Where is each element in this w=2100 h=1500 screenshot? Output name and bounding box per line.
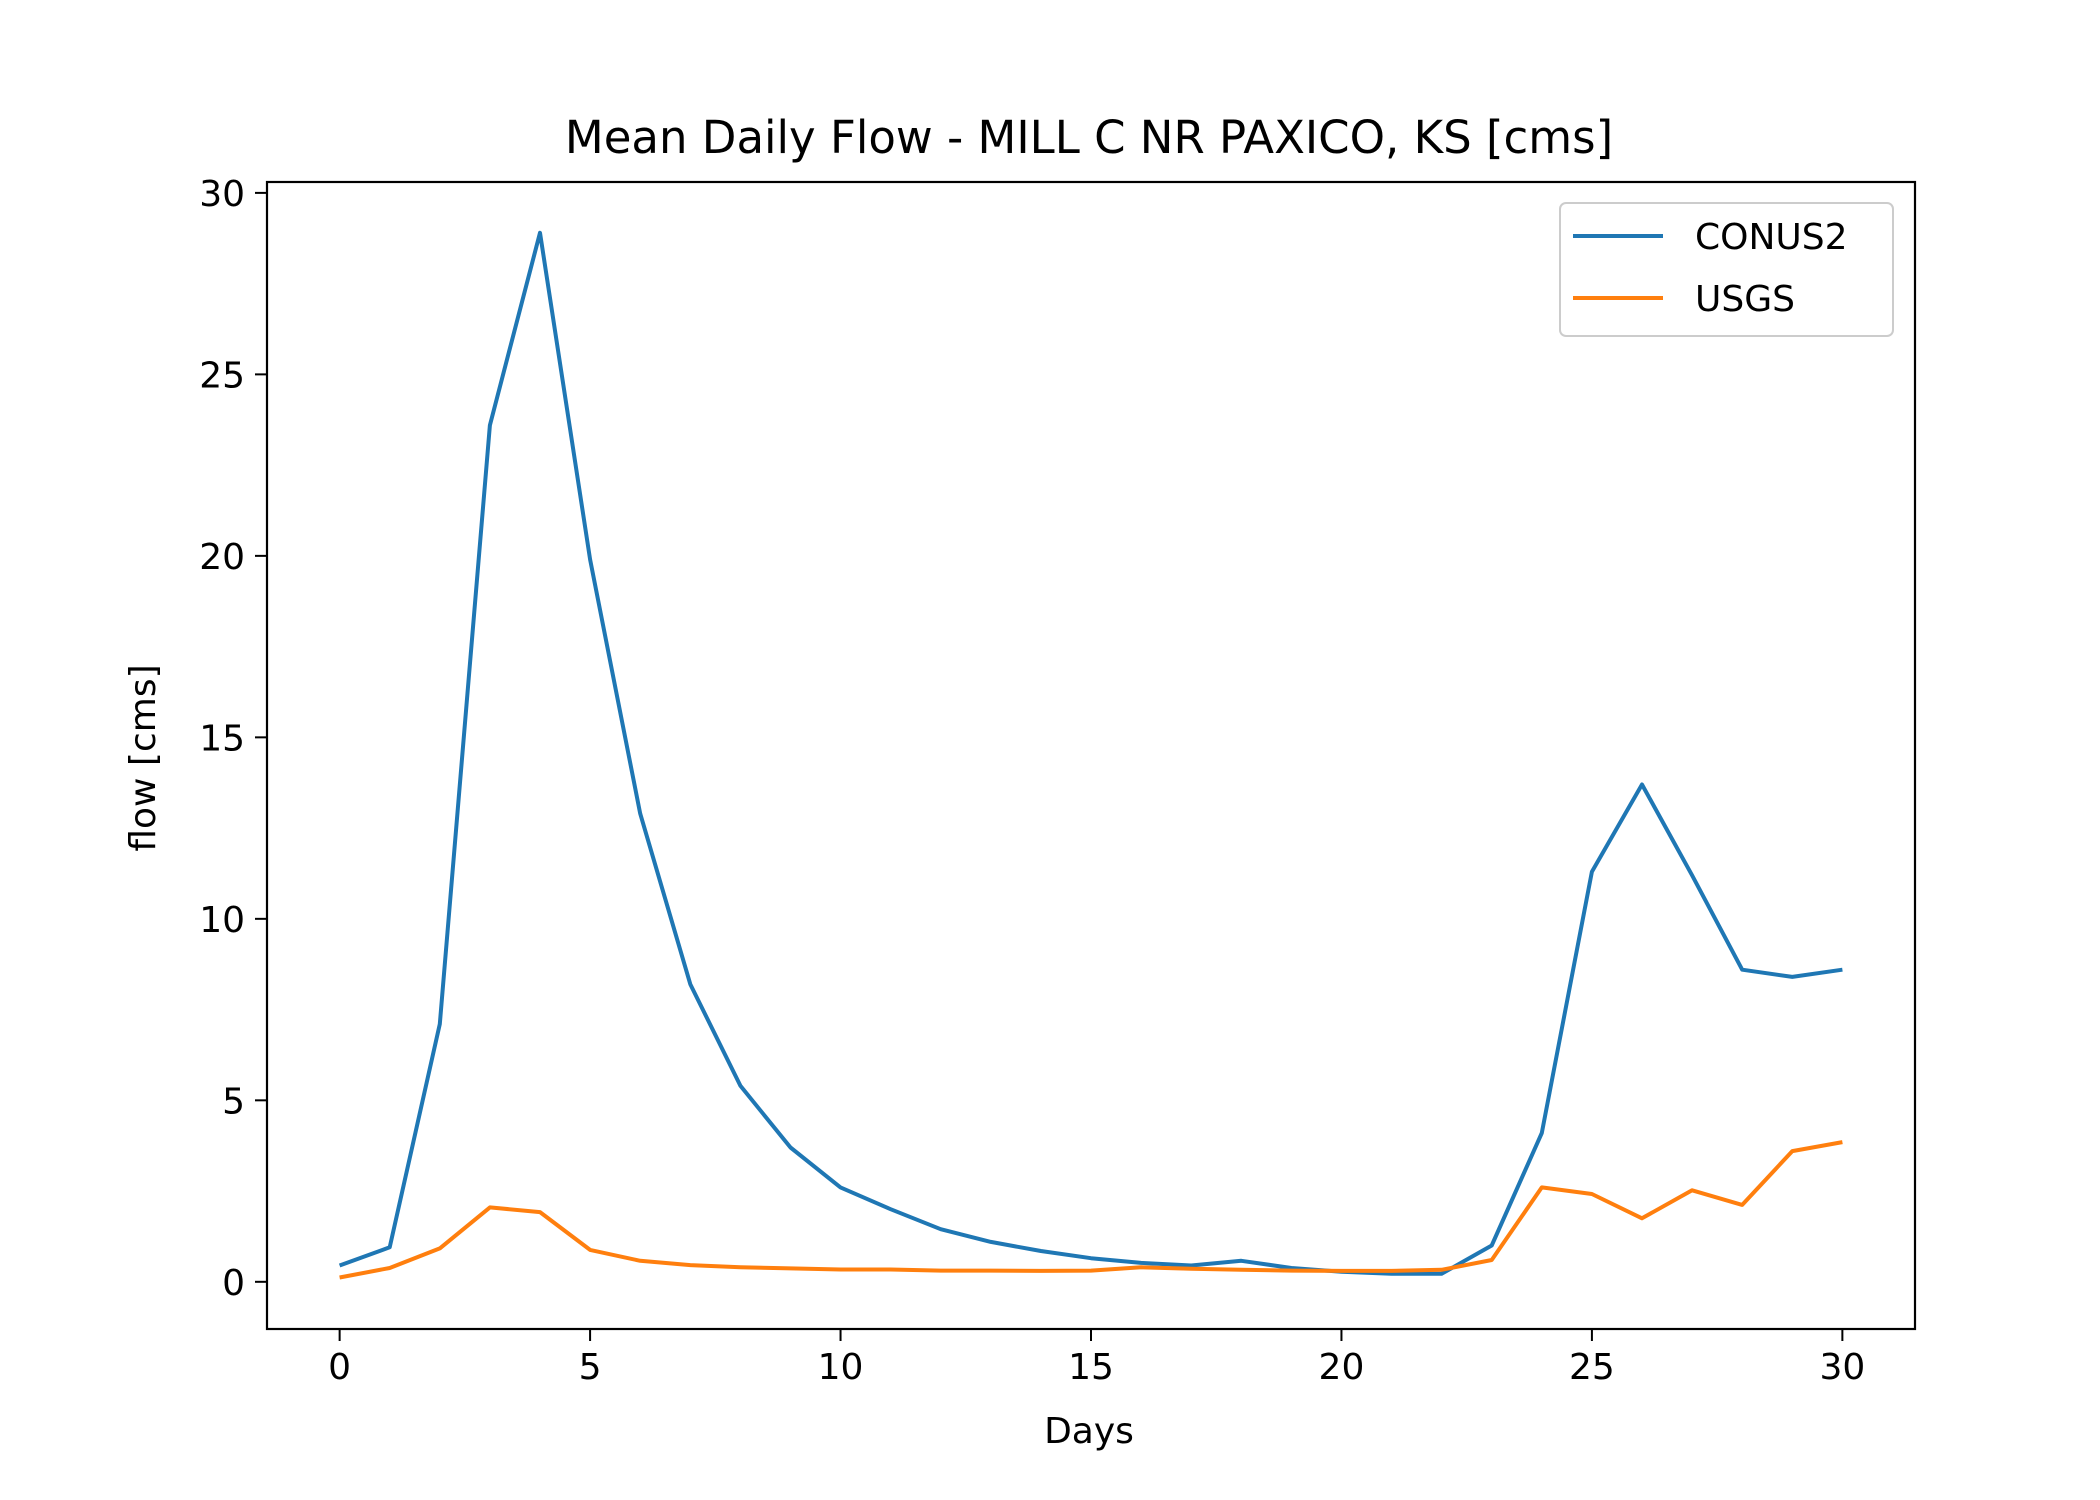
x-tick-label: 30 xyxy=(1819,1347,1865,1388)
x-tick-label: 10 xyxy=(818,1347,864,1388)
y-tick-label: 25 xyxy=(199,355,245,396)
legend: CONUS2 USGS xyxy=(1559,202,1894,337)
y-tick-label: 10 xyxy=(199,900,245,941)
x-tick-label: 25 xyxy=(1569,1347,1615,1388)
x-tick-label: 0 xyxy=(328,1347,351,1388)
plot-frame xyxy=(265,180,1917,1331)
series-line-usgs xyxy=(339,1140,1843,1280)
x-tick-label: 15 xyxy=(1068,1347,1114,1388)
y-axis-label: flow [cms] xyxy=(123,664,164,851)
x-axis-label: Days xyxy=(1044,1411,1134,1452)
plot-area xyxy=(265,180,1917,1331)
x-tick-label: 5 xyxy=(579,1347,602,1388)
y-tick-label: 15 xyxy=(199,718,245,759)
y-tick-label: 5 xyxy=(222,1081,245,1122)
y-tick-label: 20 xyxy=(199,537,245,578)
y-tick-label: 0 xyxy=(222,1263,245,1304)
y-axis: 0 5 10 15 20 25 30 xyxy=(199,174,267,1304)
y-tick-label: 30 xyxy=(199,174,245,215)
chart-title: Mean Daily Flow - MILL C NR PAXICO, KS [… xyxy=(565,111,1613,164)
legend-label-conus2: CONUS2 xyxy=(1695,217,1848,258)
x-axis: 0 5 10 15 20 25 30 xyxy=(328,1329,1865,1388)
x-tick-label: 20 xyxy=(1319,1347,1365,1388)
legend-label-usgs: USGS xyxy=(1695,279,1795,320)
series-line-conus2 xyxy=(338,230,1843,1276)
